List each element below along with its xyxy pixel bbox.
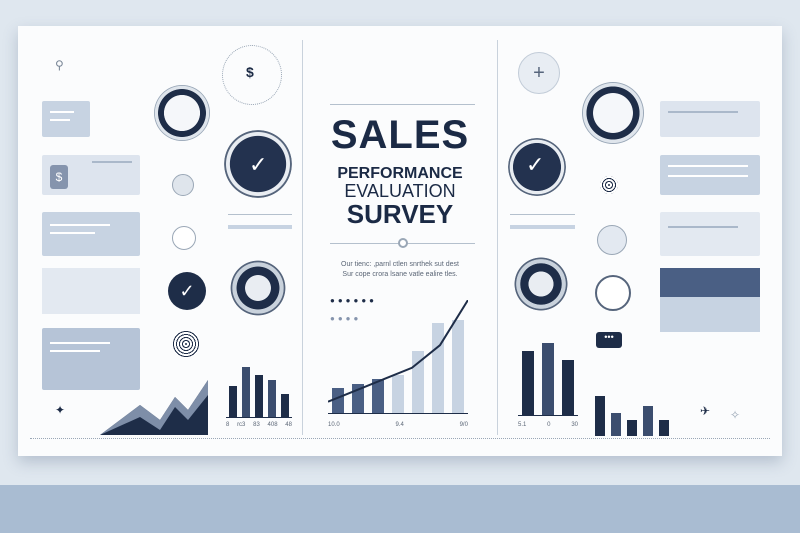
tick-label: 9.4	[395, 422, 404, 428]
bar	[542, 342, 554, 415]
plus-icon: +	[518, 52, 560, 94]
progress-bar	[228, 225, 292, 229]
bottom-band	[0, 485, 800, 533]
progress-bar	[510, 225, 575, 229]
speed-gauge-icon	[582, 82, 644, 144]
tick-label: rc3	[237, 422, 246, 428]
check-badge-icon: ✓	[168, 272, 206, 310]
bar	[659, 419, 669, 436]
target-gauge-icon	[512, 255, 570, 313]
table-card	[660, 155, 760, 195]
check-icon: ✓	[526, 152, 545, 177]
subtitle-line2: Sur cope crora lsane vatle ealire tles.	[342, 271, 458, 278]
check-gauge-icon	[224, 130, 292, 198]
divider	[302, 40, 303, 435]
dotted-baseline	[30, 438, 770, 439]
text-card	[42, 328, 140, 390]
tick-labels: 10.0 9.4 9/0	[328, 422, 468, 428]
chat-bubble-icon: •••	[596, 332, 622, 348]
bar-chart-right	[518, 330, 578, 416]
subtitle-line1: Our tienc: ,parnl ctlen snrthek sut dest	[341, 261, 459, 268]
check-gauge-icon	[508, 138, 566, 196]
drop-icon	[172, 226, 196, 250]
tick-label: 8	[226, 422, 230, 428]
mountain-chart	[100, 380, 208, 435]
bar	[268, 380, 277, 417]
toggle-knob	[172, 174, 194, 196]
bar-chart-center	[328, 300, 468, 414]
knob-icon	[597, 225, 627, 255]
title-line4: SURVEY	[346, 199, 454, 229]
tick-label: 30	[571, 422, 578, 428]
tick-labels: 8 rc3 83 408 48	[226, 422, 292, 428]
bar	[241, 366, 250, 417]
title-line1: SALES	[330, 113, 470, 157]
sparkle-icon: ✦	[55, 403, 66, 417]
bar	[595, 396, 605, 436]
target-icon	[600, 176, 618, 194]
list-card	[42, 268, 140, 314]
bar-chart-left	[226, 340, 292, 418]
bar	[332, 388, 344, 413]
target-gauge-icon	[228, 258, 288, 318]
dollar-circle-icon	[222, 45, 282, 105]
divider	[497, 40, 498, 435]
stopwatch-gauge-icon	[154, 85, 210, 141]
tick-labels: 5.1 0 30	[518, 422, 578, 428]
title-rule	[330, 104, 475, 105]
trend-line	[328, 300, 468, 403]
sparkle-icon: ✧	[730, 408, 741, 422]
fingerprint-icon	[172, 330, 200, 358]
bar	[562, 359, 574, 415]
bar	[522, 351, 534, 415]
tick-label: 9/0	[459, 422, 468, 428]
bar	[255, 374, 263, 417]
check-icon: ✓	[249, 152, 268, 177]
tick-label: 10.0	[328, 422, 340, 428]
tick-label: 408	[267, 422, 278, 428]
dollar-icon: $	[246, 64, 254, 80]
title-line3: EVALUATION	[344, 181, 456, 201]
tick-label: 83	[253, 422, 260, 428]
bar	[627, 419, 637, 436]
tick-label: 0	[547, 422, 551, 428]
bar	[643, 406, 653, 436]
slider-track	[510, 214, 575, 215]
search-icon: ⚲	[55, 58, 64, 72]
form-card	[42, 212, 140, 256]
dial-icon	[595, 275, 631, 311]
bar	[611, 412, 621, 436]
info-card	[660, 101, 760, 137]
bar	[281, 393, 290, 417]
info-card	[42, 101, 90, 137]
title-line2: PERFORMANCE	[337, 165, 463, 182]
plane-icon: ✈	[700, 404, 711, 418]
form-card	[660, 212, 760, 256]
tick-label: 5.1	[518, 422, 527, 428]
window-card	[660, 268, 760, 332]
bar-chart-far-right	[592, 370, 672, 436]
tick-label: 48	[285, 422, 292, 428]
bar	[372, 379, 384, 413]
bar	[228, 386, 237, 417]
bar	[452, 320, 464, 413]
slider-knob	[398, 238, 408, 248]
dollar-tag-icon: $	[50, 165, 68, 189]
slider-track	[228, 214, 292, 215]
dot-legend: ●●●●●●	[330, 296, 377, 305]
bar	[392, 374, 404, 413]
dot-legend: ●●●●	[330, 314, 362, 323]
